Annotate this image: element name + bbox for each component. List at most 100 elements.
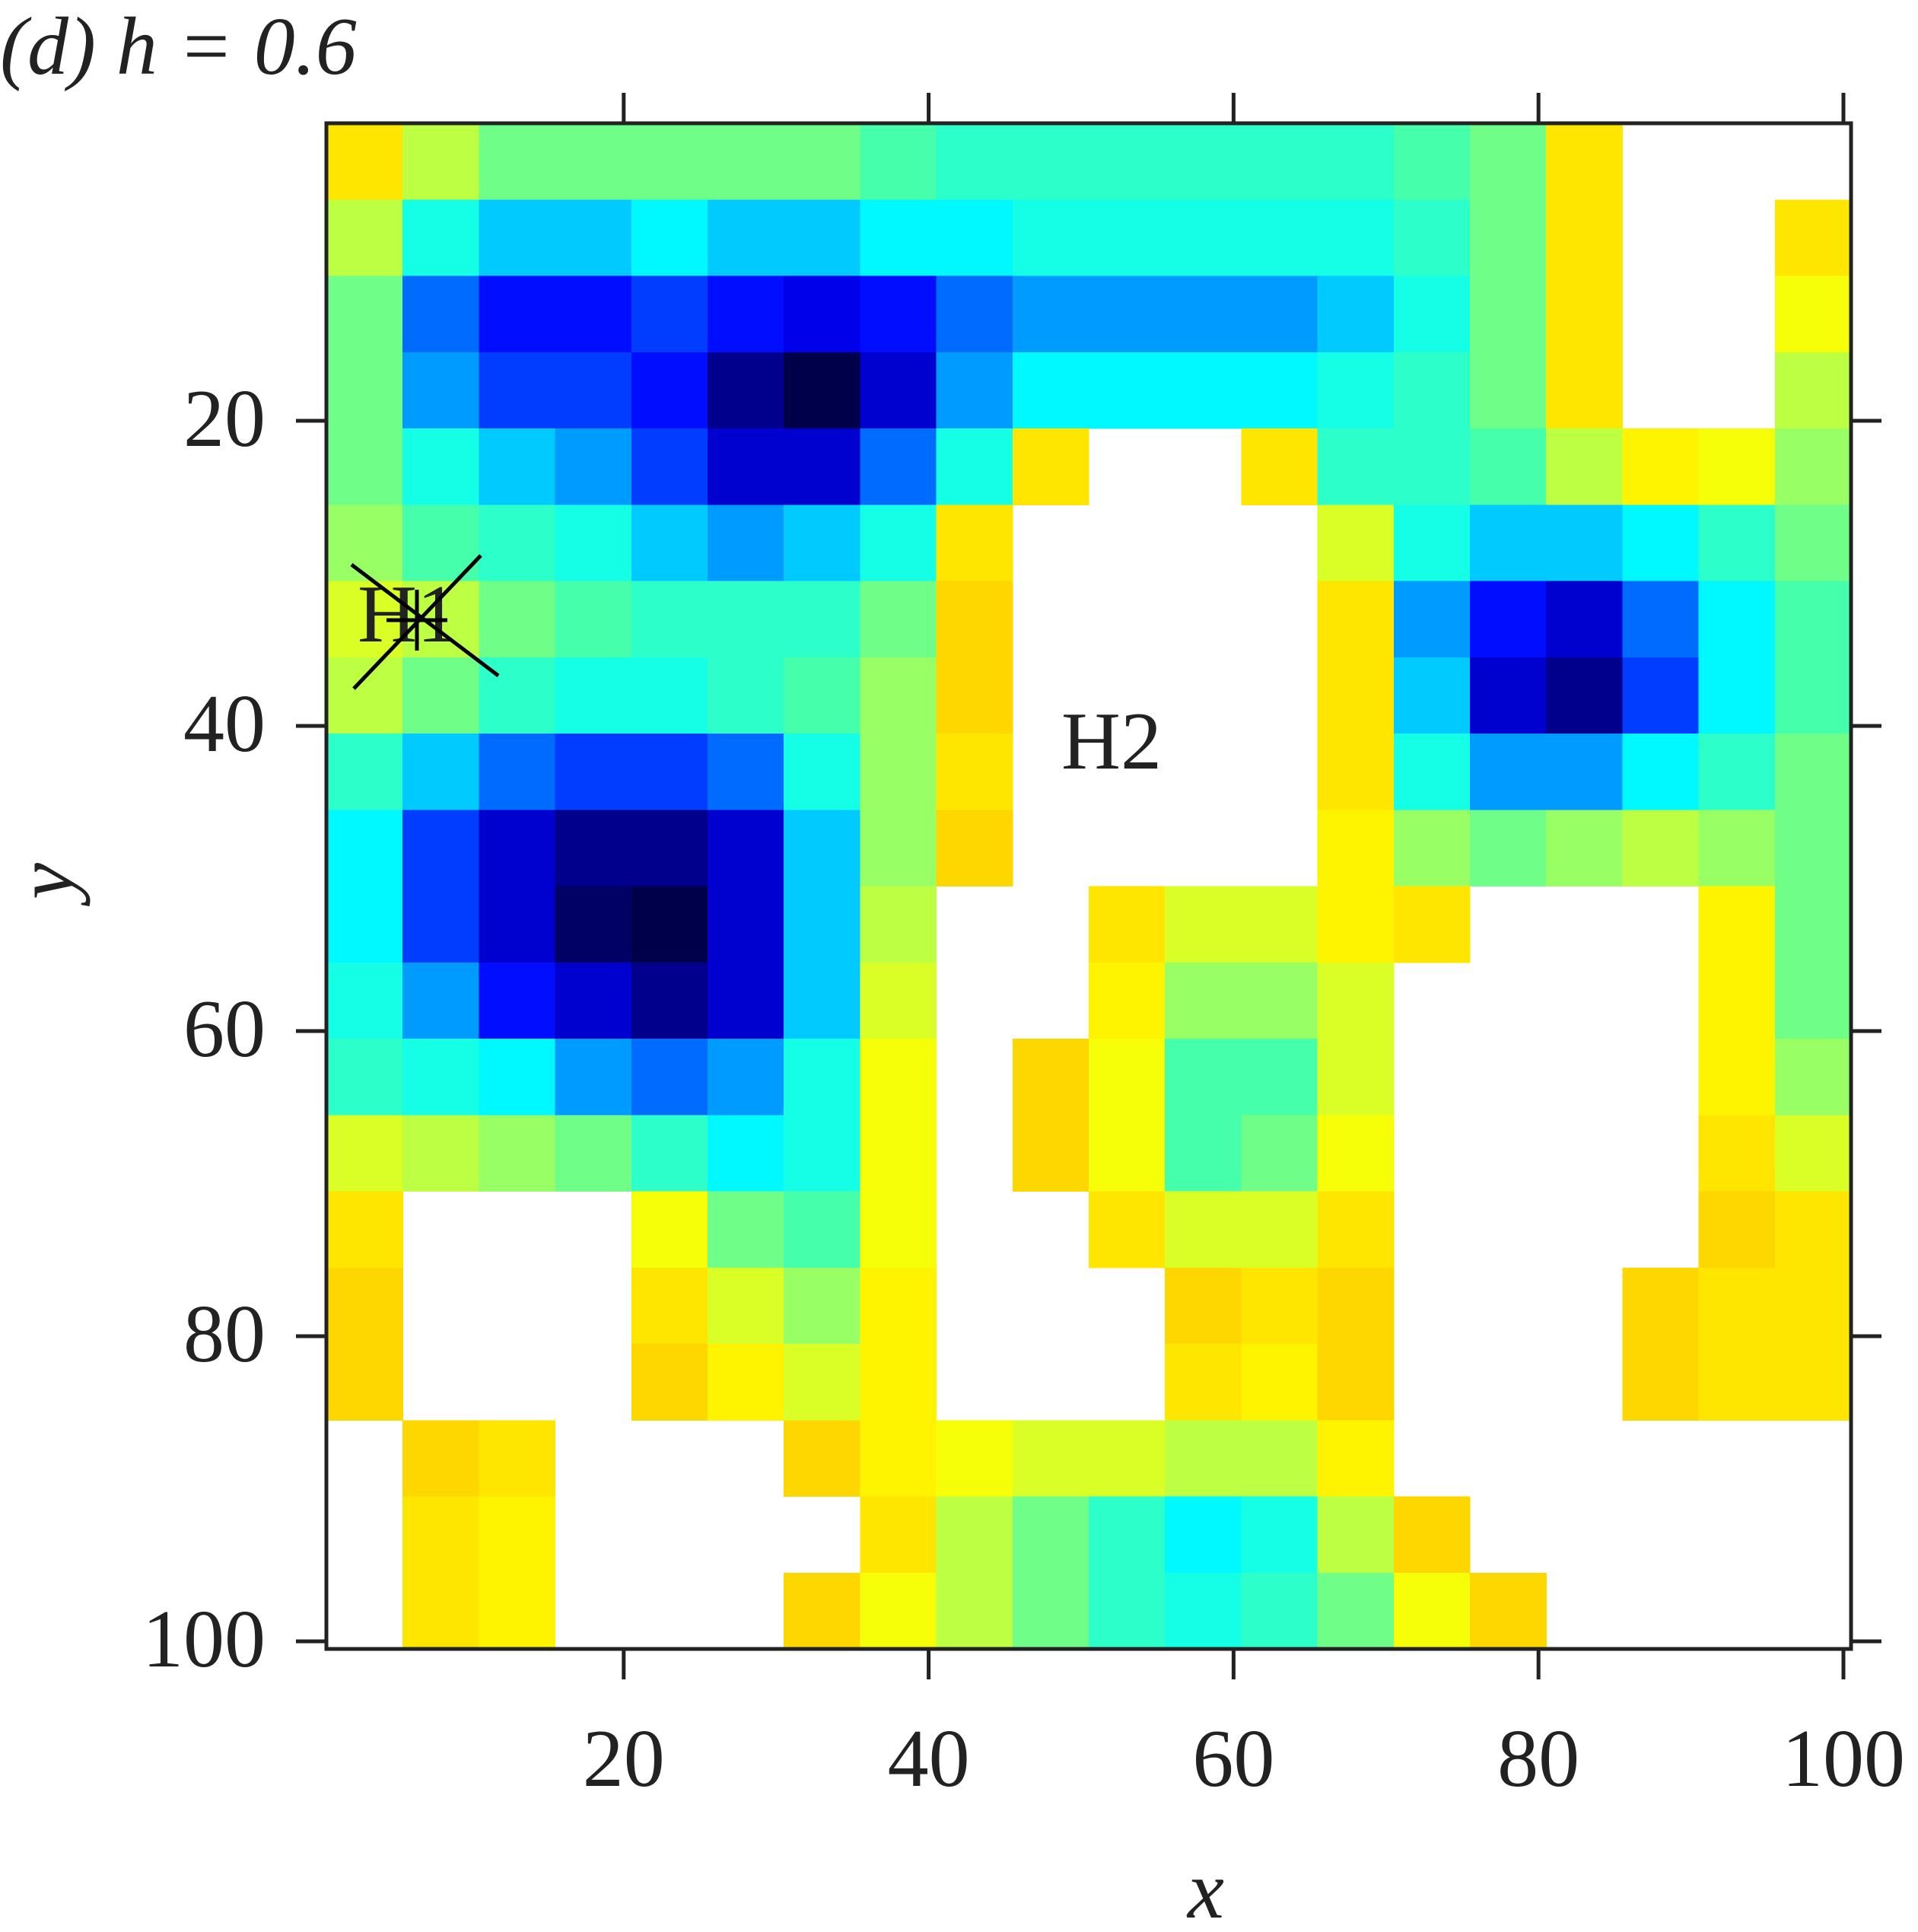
heatmap-cell — [1774, 734, 1852, 810]
heatmap-cell — [1546, 657, 1623, 734]
heatmap-cell — [1698, 1267, 1776, 1345]
heatmap-cell — [326, 199, 403, 277]
heatmap-cell — [784, 199, 860, 277]
heatmap-cell — [555, 428, 632, 505]
heatmap-cell — [1012, 199, 1089, 277]
heatmap-cell — [1698, 657, 1776, 734]
heatmap-cell — [402, 1039, 479, 1116]
heatmap-cell — [479, 810, 556, 887]
heatmap-cell — [1317, 1039, 1395, 1116]
heatmap-cell — [1089, 1191, 1166, 1268]
heatmap-cell — [1089, 1420, 1166, 1498]
heatmap-cell — [708, 962, 784, 1039]
heatmap-cell — [402, 1496, 479, 1574]
heatmap-cell — [1165, 1191, 1242, 1268]
heatmap-cell — [1165, 1115, 1242, 1192]
heatmap-cell — [1241, 275, 1318, 353]
y-tick-label: 40 — [183, 679, 266, 769]
heatmap-cell — [1012, 275, 1089, 353]
heatmap-cell — [708, 734, 784, 810]
heatmap-cell — [631, 199, 708, 277]
heatmap-cell — [936, 1420, 1013, 1498]
heatmap-cell — [1089, 1039, 1166, 1116]
heatmap-cell — [708, 810, 784, 887]
heatmap-cell — [1774, 199, 1852, 277]
heatmap-cell — [1698, 1039, 1776, 1116]
heatmap-cell — [1317, 734, 1395, 810]
annotation: H2 — [1061, 696, 1162, 787]
heatmap-cell — [1622, 657, 1700, 734]
heatmap-cell — [936, 734, 1013, 810]
heatmap-cell — [1165, 1420, 1242, 1498]
heatmap-cell — [1393, 734, 1471, 810]
heatmap-cell — [1774, 657, 1852, 734]
x-tick-label: 80 — [1497, 1714, 1579, 1804]
heatmap-cell — [1774, 1115, 1852, 1192]
heatmap-cell — [860, 123, 937, 200]
heatmap-cell — [1241, 962, 1318, 1039]
heatmap-cell — [1241, 1572, 1318, 1650]
heatmap-cell — [1546, 734, 1623, 810]
heatmap-cell — [784, 886, 860, 963]
heatmap-cell — [860, 1420, 937, 1498]
heatmap-cell — [1622, 428, 1700, 505]
heatmap-cell — [1165, 1039, 1242, 1116]
heatmap-cell — [1470, 734, 1547, 810]
heatmap-cell — [402, 810, 479, 887]
heatmap-cell — [1546, 810, 1623, 887]
heatmap-cell — [1622, 810, 1700, 887]
heatmap-cell — [784, 1115, 860, 1192]
heatmap-cell — [936, 810, 1013, 887]
heatmap-cell — [631, 1115, 708, 1192]
heatmap-cell — [326, 1267, 403, 1345]
heatmap-cell — [1165, 1496, 1242, 1574]
heatmap-cell — [1317, 123, 1395, 200]
heatmap-cell — [1774, 275, 1852, 353]
heatmap-cell — [1317, 1191, 1395, 1268]
heatmap-cell — [479, 962, 556, 1039]
heatmap-cell — [479, 199, 556, 277]
heatmap-cell — [1774, 504, 1852, 582]
heatmap-cell — [1698, 810, 1776, 887]
x-tick-label: 20 — [583, 1714, 665, 1804]
heatmap-cell — [1012, 352, 1089, 429]
heatmap-cell — [860, 886, 937, 963]
heatmap-cell — [860, 1496, 937, 1574]
heatmap-cell — [555, 734, 632, 810]
heatmap-cell — [860, 352, 937, 429]
heatmap-cell — [1089, 1115, 1166, 1192]
heatmap-cell — [402, 657, 479, 734]
heatmap-cell — [326, 352, 403, 429]
heatmap-cell — [1622, 734, 1700, 810]
heatmap-cell — [1470, 657, 1547, 734]
heatmap-cell — [326, 504, 403, 582]
heatmap-cell — [1393, 428, 1471, 505]
heatmap-cell — [708, 1115, 784, 1192]
heatmap-cell — [1165, 352, 1242, 429]
heatmap-cell — [1774, 1344, 1852, 1421]
heatmap-cell — [860, 504, 937, 582]
heatmap-cell — [479, 1420, 556, 1498]
heatmap-cell — [555, 810, 632, 887]
heatmap-cell — [326, 734, 403, 810]
heatmap-cell — [936, 1572, 1013, 1650]
heatmap-cell — [1546, 199, 1623, 277]
heatmap-cell — [402, 734, 479, 810]
heatmap-cell — [1470, 504, 1547, 582]
heatmap-cell — [1241, 886, 1318, 963]
heatmap-cell — [631, 886, 708, 963]
heatmap-cell — [860, 275, 937, 353]
heatmap-cell — [1089, 275, 1166, 353]
heatmap-cell — [326, 810, 403, 887]
heatmap-cell — [402, 123, 479, 200]
heatmap-cell — [1317, 581, 1395, 658]
heatmap-cell — [1774, 1191, 1852, 1268]
heatmap-cell — [1393, 199, 1471, 277]
heatmap-cell — [1470, 275, 1547, 353]
heatmap-cell — [1546, 428, 1623, 505]
heatmap-cell — [708, 1344, 784, 1421]
heatmap-cell — [555, 581, 632, 658]
heatmap-cell — [1165, 123, 1242, 200]
heatmap-cell — [555, 657, 632, 734]
heatmap-cell — [1165, 275, 1242, 353]
